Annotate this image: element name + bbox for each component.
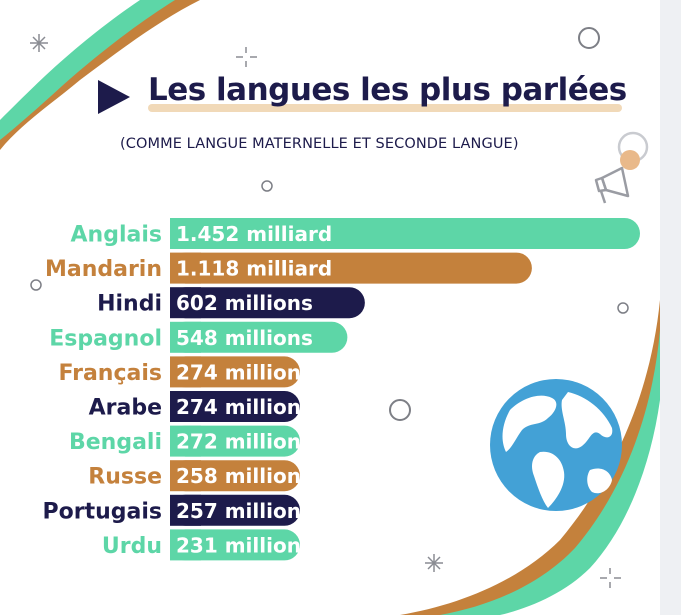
bar-bengali-left-edge — [170, 425, 201, 457]
category-label-anglais: Anglais — [71, 223, 162, 248]
bar-anglais — [170, 218, 640, 249]
bottom-right-green-swoosh — [440, 330, 660, 615]
top-left-white-inner — [0, 0, 140, 120]
globe-icon — [490, 379, 622, 511]
plus-cross-icon — [600, 568, 621, 588]
bar-portugais — [170, 494, 300, 526]
decor-ring-icon — [30, 279, 42, 291]
bar-russe-left-edge — [170, 460, 201, 492]
data-label-russe: 258 millions — [176, 464, 313, 488]
category-label-urdu: Urdu — [102, 534, 162, 559]
plus-cross-icon — [236, 47, 257, 67]
chart-subtitle: (COMME LANGUE MATERNELLE ET SECONDE LANG… — [120, 136, 519, 152]
decor-ring-icon — [617, 302, 629, 314]
data-label-espagnol: 548 millions — [176, 326, 313, 350]
bar-espagnol — [170, 321, 348, 353]
data-label-anglais: 1.452 milliard — [176, 222, 332, 246]
bar-mandarin-left-edge — [170, 252, 201, 284]
bar-portugais-left-edge — [170, 494, 201, 526]
bar-arabe — [170, 391, 300, 422]
sparkle-icon — [30, 34, 48, 52]
data-label-hindi: 602 millions — [176, 291, 313, 315]
bar-russe — [170, 460, 300, 492]
decor-ring-icon — [389, 399, 411, 421]
data-label-arabe: 274 millions — [176, 395, 313, 419]
bar-hindi-left-edge — [170, 287, 201, 319]
data-label-portugais: 257 millions — [176, 499, 313, 523]
chart-title: Les langues les plus parlées — [148, 72, 627, 108]
bar-urdu-left-edge — [170, 529, 201, 561]
data-label-bengali: 272 millions — [176, 430, 313, 454]
category-label-bengali: Bengali — [69, 430, 162, 455]
bar-espagnol-left-edge — [170, 321, 201, 353]
bar-hindi — [170, 287, 365, 319]
bottom-right-white-inner — [500, 400, 660, 615]
category-label-hindi: Hindi — [97, 292, 162, 317]
category-label-espagnol: Espagnol — [49, 326, 162, 351]
bar-mandarin — [170, 252, 532, 284]
category-label-français: Français — [58, 361, 162, 386]
category-label-russe: Russe — [88, 465, 162, 490]
data-label-français: 274 millions — [176, 360, 313, 384]
bar-arabe-left-edge — [170, 391, 201, 422]
data-label-mandarin: 1.118 milliard — [176, 257, 332, 281]
megaphone-icon — [594, 131, 649, 204]
data-label-urdu: 231 millions — [176, 533, 313, 557]
sparkle-icon — [425, 554, 443, 572]
category-label-mandarin: Mandarin — [45, 257, 162, 282]
category-label-arabe: Arabe — [89, 396, 162, 421]
decor-ring-icon — [261, 180, 273, 192]
category-label-portugais: Portugais — [43, 499, 163, 524]
decor-ring-icon — [578, 27, 600, 49]
bar-anglais-left-edge — [170, 218, 201, 249]
bar-urdu — [170, 529, 300, 561]
bar-bengali — [170, 425, 300, 457]
play-triangle-icon — [98, 80, 130, 114]
bar-français — [170, 356, 300, 388]
title-underline — [148, 104, 622, 112]
page-right-margin — [660, 0, 681, 615]
bar-français-left-edge — [170, 356, 201, 388]
